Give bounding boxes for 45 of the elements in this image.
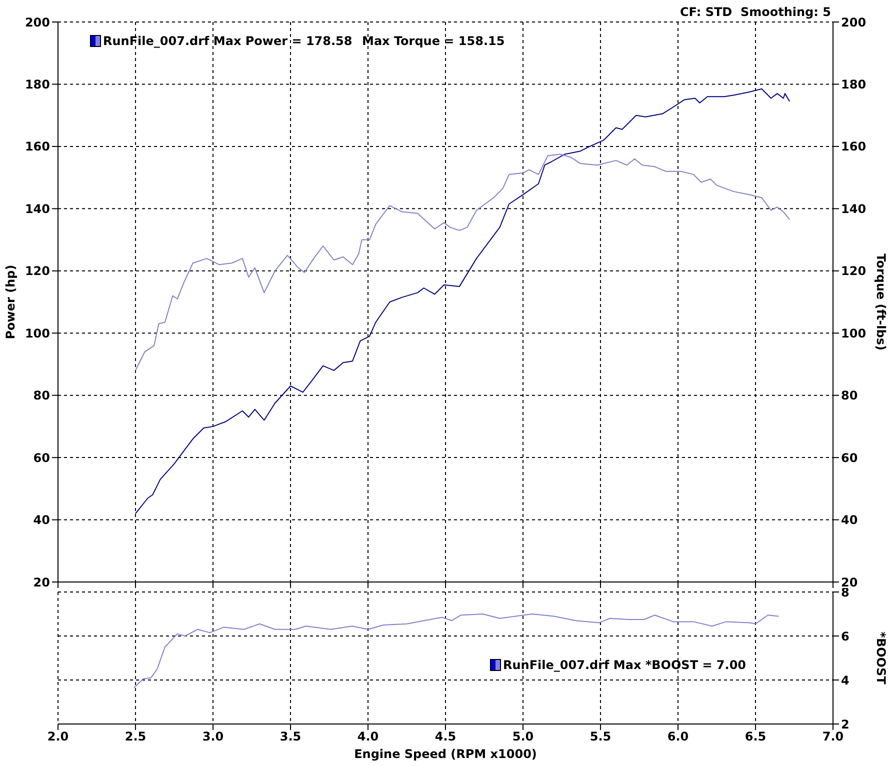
y2-tick-label: 80 xyxy=(841,388,858,403)
x-tick-label: 6.0 xyxy=(667,730,689,744)
x-tick-label: 4.0 xyxy=(357,730,379,744)
y2-tick-label: 40 xyxy=(841,513,858,528)
y-tick-label: 80 xyxy=(33,388,50,403)
y-axis-title: Power (hp) xyxy=(3,264,18,340)
annotation: RunFile_007.drf Max Power = 178.58 xyxy=(103,34,352,48)
y2-tick-label: 100 xyxy=(841,326,866,340)
y2-tick-label: 4 xyxy=(841,673,850,688)
y-tick-label: 60 xyxy=(33,450,50,465)
y-tick-label: 160 xyxy=(24,140,50,154)
y2-tick-label: 200 xyxy=(841,15,866,30)
y2-tick-label: 2 xyxy=(841,717,850,732)
y-tick-label: 120 xyxy=(24,264,50,278)
y2-tick-label: 60 xyxy=(841,450,858,465)
y2-tick-label: 160 xyxy=(841,140,866,154)
y2-tick-label: 20 xyxy=(841,575,858,590)
x-tick-label: 6.5 xyxy=(744,730,766,744)
y2-axis-title: Torque (ft-lbs) xyxy=(874,254,888,350)
y2-tick-label: 6 xyxy=(841,629,850,644)
line-series xyxy=(135,154,790,371)
line-series xyxy=(135,88,790,514)
x-tick-label: 3.5 xyxy=(280,730,302,744)
y-tick-label: 180 xyxy=(24,77,50,92)
y2-tick-label: 120 xyxy=(841,264,866,278)
x-tick-label: 2.5 xyxy=(124,730,146,744)
x-tick-label: 3.0 xyxy=(202,730,224,744)
line-series xyxy=(133,614,780,688)
text: CF: STD Smoothing: 5 xyxy=(680,5,831,19)
annotation: Max Torque = 158.15 xyxy=(362,34,505,48)
y-tick-label: 100 xyxy=(24,326,50,340)
y-tick-label: 140 xyxy=(24,202,50,216)
x-tick-label: 5.5 xyxy=(590,730,612,744)
y-tick-label: 40 xyxy=(33,513,50,528)
x-tick-label: 7.0 xyxy=(822,730,844,744)
y-tick-label: 20 xyxy=(33,575,50,590)
y2-axis-title: *BOOST xyxy=(874,632,888,686)
x-axis-title: Engine Speed (RPM x1000) xyxy=(354,747,537,761)
y2-tick-label: 140 xyxy=(841,202,866,216)
x-tick-label: 4.5 xyxy=(434,730,456,744)
x-tick-label: 5.0 xyxy=(512,730,534,744)
x-tick-label: 2.0 xyxy=(47,730,69,744)
y2-tick-label: 180 xyxy=(841,77,866,92)
annotation: RunFile_007.drf Max *BOOST = 7.00 xyxy=(503,658,746,672)
y-tick-label: 200 xyxy=(24,15,50,30)
